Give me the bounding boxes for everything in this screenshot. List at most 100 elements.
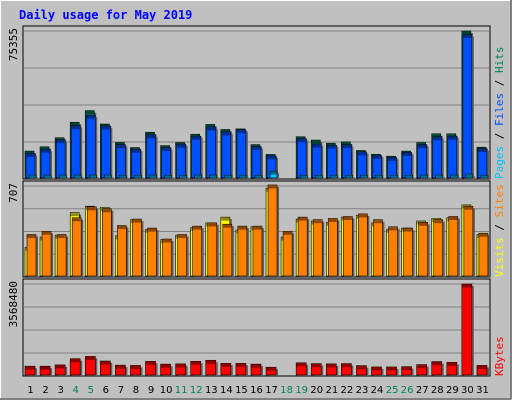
bar-kbytes-day-31-body bbox=[476, 365, 488, 376]
bar-sites-day-13-body bbox=[207, 222, 218, 277]
bar-files-day-3-cap bbox=[56, 140, 65, 144]
bar-kbytes-day-30 bbox=[461, 283, 474, 377]
legend-item-visits: Visits bbox=[493, 237, 506, 277]
bar-kbytes-day-24-cap bbox=[371, 367, 381, 371]
bar-pages-day-8-cap bbox=[134, 175, 141, 178]
bar-pages-day-12-cap bbox=[195, 175, 202, 178]
bar-files-day-13-cap bbox=[207, 127, 216, 131]
bar-files-day-22-body bbox=[342, 144, 352, 179]
bar-sites-day-25-cap bbox=[389, 227, 398, 231]
legend-item-pages: Pages bbox=[493, 146, 506, 179]
bar-files-day-29 bbox=[447, 135, 459, 180]
bar-kbytes-day-2-body bbox=[39, 365, 51, 376]
bar-kbytes-day-27-body bbox=[416, 364, 427, 376]
bar-files-day-6 bbox=[101, 125, 113, 180]
bar-pages-day-22 bbox=[345, 174, 355, 180]
bar-hits-day-9-cap bbox=[146, 132, 155, 136]
bar-kbytes-day-8 bbox=[130, 365, 143, 377]
bar-pages-day-22-shadow bbox=[347, 177, 355, 180]
bar-hits-day-5-cap bbox=[85, 111, 94, 115]
legend-separator: / bbox=[493, 73, 506, 93]
bar-kbytes-day-13-body bbox=[205, 359, 217, 376]
bar-kbytes-day-14 bbox=[220, 363, 233, 377]
bar-sites-day-2 bbox=[41, 231, 54, 278]
bar-kbytes-day-1-body bbox=[24, 365, 36, 376]
bar-kbytes-day-26-cap bbox=[402, 367, 412, 371]
bar-sites-day-5 bbox=[86, 206, 99, 278]
bar-sites-day-18-body bbox=[282, 231, 293, 277]
day-label-16: 16 bbox=[250, 385, 263, 396]
bar-sites-day-11 bbox=[177, 234, 189, 278]
day-label-1: 1 bbox=[27, 385, 33, 396]
bar-kbytes-day-13 bbox=[205, 359, 218, 377]
bar-files-day-25-cap bbox=[388, 157, 397, 161]
bar-sites-day-13-cap bbox=[208, 223, 217, 227]
bar-files-day-14-cap bbox=[222, 132, 231, 136]
bar-sites-day-7-body bbox=[117, 225, 127, 277]
day-label-31: 31 bbox=[476, 385, 489, 396]
bar-kbytes-day-11 bbox=[175, 363, 188, 377]
bar-sites-day-12-cap bbox=[193, 226, 202, 230]
day-label-17: 17 bbox=[265, 385, 278, 396]
bar-pages-day-15 bbox=[239, 174, 249, 180]
bar-kbytes-day-25-cap bbox=[387, 367, 397, 371]
bar-pages-day-30-cap bbox=[466, 174, 473, 178]
bar-files-day-22-cap bbox=[342, 145, 351, 149]
bar-pages-day-21-shadow bbox=[332, 177, 340, 180]
bar-files-day-4 bbox=[70, 125, 83, 180]
bar-pages-day-3-cap bbox=[59, 175, 66, 178]
plot-area-kbytes bbox=[22, 278, 491, 377]
bar-sites-day-9-cap bbox=[148, 228, 157, 232]
bar-sites-day-4-body bbox=[71, 217, 82, 277]
bar-files-day-3-body bbox=[55, 139, 66, 179]
chart-title: Daily usage for May 2019 bbox=[19, 8, 192, 22]
bar-kbytes-day-27 bbox=[416, 364, 429, 377]
bar-pages-day-24-cap bbox=[375, 175, 382, 178]
bar-kbytes-day-22-body bbox=[341, 363, 352, 376]
bar-sites-day-27-cap bbox=[419, 222, 428, 226]
bar-kbytes-day-1 bbox=[24, 365, 37, 377]
bar-sites-day-26-cap bbox=[404, 228, 413, 232]
bar-sites-day-27-body bbox=[418, 221, 428, 277]
day-label-5: 5 bbox=[88, 385, 94, 396]
bar-sites-day-7 bbox=[117, 225, 129, 278]
bar-pages-day-13 bbox=[209, 174, 219, 180]
bar-pages-day-13-shadow bbox=[211, 177, 219, 180]
bar-kbytes-day-5-cap bbox=[85, 356, 95, 360]
day-label-25: 25 bbox=[386, 385, 399, 396]
bar-kbytes-day-21 bbox=[325, 363, 339, 377]
bar-files-day-30 bbox=[462, 34, 474, 181]
bar-hits-day-14-cap bbox=[221, 130, 230, 134]
bar-sites-day-14-cap bbox=[223, 224, 232, 228]
bar-files-day-15-body bbox=[236, 129, 247, 179]
legend-separator: / bbox=[493, 217, 506, 237]
bar-sites-day-30-body bbox=[463, 205, 474, 277]
bar-pages-day-1 bbox=[28, 174, 38, 180]
bar-sites-day-16-cap bbox=[253, 226, 262, 230]
bar-files-day-3 bbox=[55, 139, 68, 180]
bar-pages-day-10-cap bbox=[165, 175, 172, 178]
bar-kbytes-day-30-cap bbox=[462, 284, 472, 288]
bar-kbytes-day-25 bbox=[386, 366, 399, 377]
day-label-11: 11 bbox=[175, 385, 188, 396]
bar-sites-day-12 bbox=[192, 225, 204, 278]
bar-pages-day-8-shadow bbox=[136, 177, 144, 180]
bar-pages-day-31 bbox=[480, 174, 490, 180]
bar-files-day-12-cap bbox=[192, 136, 201, 140]
day-label-14: 14 bbox=[220, 385, 233, 396]
bar-pages-day-27 bbox=[420, 174, 430, 180]
bar-files-day-30-cap bbox=[463, 35, 472, 39]
bar-kbytes-day-25-body bbox=[386, 366, 397, 376]
bar-pages-day-24 bbox=[375, 174, 385, 180]
bar-sites-day-2-body bbox=[41, 231, 52, 277]
bar-sites-day-21 bbox=[327, 218, 340, 278]
bar-sites-day-21-cap bbox=[328, 218, 337, 222]
bar-files-day-22 bbox=[342, 144, 354, 180]
bar-pages-day-27-cap bbox=[421, 175, 428, 178]
bar-pages-day-19-cap bbox=[300, 175, 307, 178]
day-label-26: 26 bbox=[401, 385, 414, 396]
bar-files-day-8-cap bbox=[131, 149, 140, 153]
bar-sites-day-19-body bbox=[297, 216, 308, 277]
bar-files-day-9-body bbox=[146, 134, 156, 179]
